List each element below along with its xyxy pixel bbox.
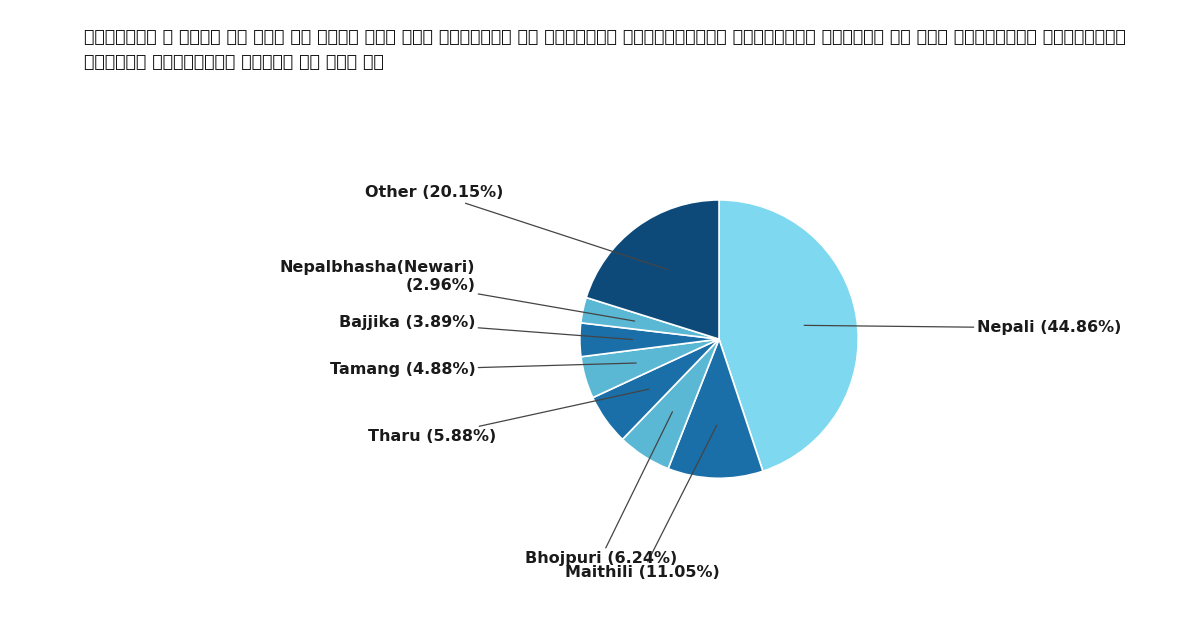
Wedge shape [581,298,719,339]
Wedge shape [581,339,719,398]
Text: Nepalbhasha(Newari)
(2.96%): Nepalbhasha(Newari) (2.96%) [280,260,635,321]
Text: नेपालमा १ करोड ३० लाख ८४ हजार ४५७ जना अर्थात् ४४ प्रतिशत जनसंख्याको मातृभाषा नेप: नेपालमा १ करोड ३० लाख ८४ हजार ४५७ जना अर… [84,28,1126,46]
Wedge shape [580,323,719,357]
Text: Bajjika (3.89%): Bajjika (3.89%) [338,315,632,340]
Text: Nepali (44.86%): Nepali (44.86%) [804,320,1121,335]
Wedge shape [719,200,858,471]
Text: Maithili (11.05%): Maithili (11.05%) [565,425,720,580]
Text: बोल्ने जनसंख्या मात्र २३ जना छ।: बोल्ने जनसंख्या मात्र २३ जना छ। [84,53,384,72]
Wedge shape [623,339,719,468]
Text: Tharu (5.88%): Tharu (5.88%) [368,389,649,444]
Text: Other (20.15%): Other (20.15%) [365,185,668,269]
Wedge shape [668,339,763,479]
Text: Tamang (4.88%): Tamang (4.88%) [330,362,636,377]
Wedge shape [587,200,719,339]
Text: Bhojpuri (6.24%): Bhojpuri (6.24%) [524,412,677,566]
Wedge shape [593,339,719,440]
